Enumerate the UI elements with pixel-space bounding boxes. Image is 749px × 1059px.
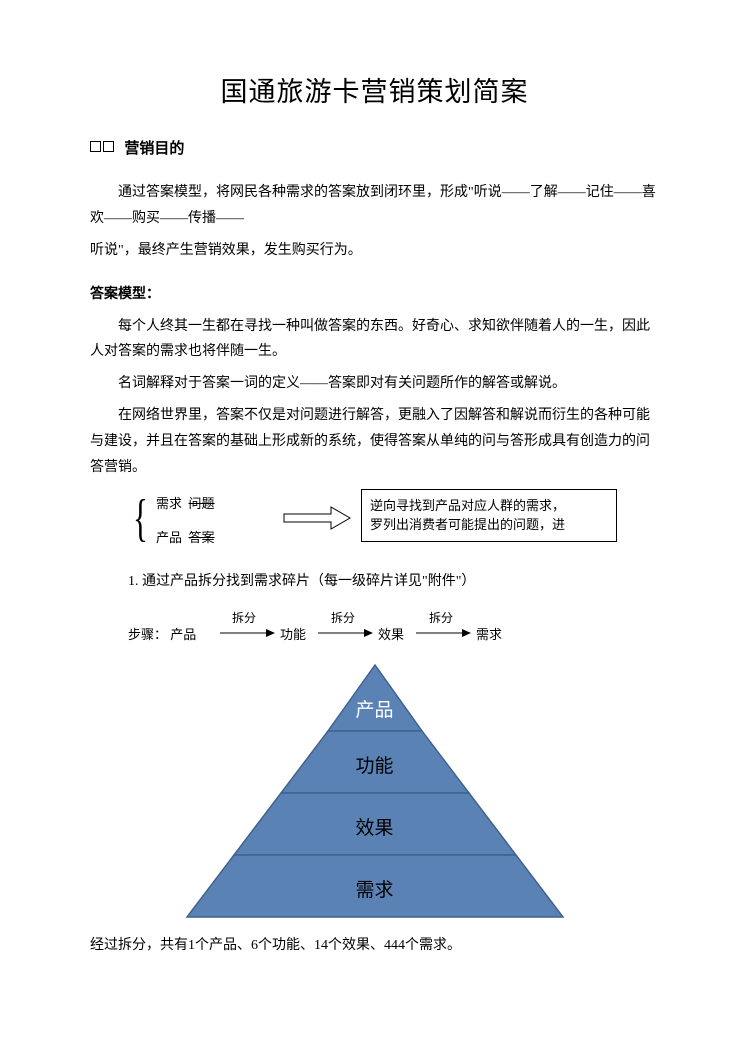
paragraph: 通过答案模型，将网民各种需求的答案放到闭环里，形成"听说——了解——记住——喜欢… bbox=[90, 180, 659, 232]
paragraph: 名词解释对于答案一词的定义——答案即对有关问题所作的解答或解说。 bbox=[90, 371, 659, 397]
paragraph: 每个人终其一生都在寻找一种叫做答案的东西。好奇心、求知欲伴随着人的一生，因此人对… bbox=[90, 314, 659, 366]
section-heading-purpose: 营销目的 bbox=[90, 137, 659, 158]
arrow-icon bbox=[318, 627, 374, 639]
block-arrow-icon bbox=[283, 505, 351, 531]
heading-text: 营销目的 bbox=[124, 140, 184, 157]
diagram-row: 产品 答案 bbox=[156, 527, 215, 546]
numbered-item: 1. 通过产品拆分找到需求碎片（每一级碎片详见"附件"） bbox=[128, 569, 659, 595]
footer-line: 经过拆分，共有1个产品、6个功能、14个效果、444个需求。 bbox=[90, 933, 659, 959]
pyramid-label: 产品 bbox=[185, 695, 565, 722]
diagram-row: 需求 问题 bbox=[156, 493, 215, 512]
checkbox-icon bbox=[103, 141, 114, 152]
arrow-icon bbox=[220, 627, 276, 639]
brace-icon: { bbox=[133, 493, 148, 545]
text-struck: 问题 bbox=[189, 496, 215, 511]
steps-label: 步骤： 产品 bbox=[128, 624, 196, 643]
step-node: 功能 bbox=[280, 624, 306, 643]
pyramid-label: 效果 bbox=[185, 813, 565, 840]
split-label: 拆分 bbox=[232, 609, 256, 626]
pyramid-label: 需求 bbox=[185, 875, 565, 902]
steps-flow: 步骤： 产品 拆分 功能 拆分 效果 拆分 需求 bbox=[128, 609, 659, 651]
need-product-diagram: { 需求 问题 产品 答案 逆向寻找到产品对应人群的需求， 罗列出消费者可能提出… bbox=[128, 487, 659, 559]
split-label: 拆分 bbox=[429, 609, 453, 626]
split-label: 拆分 bbox=[331, 609, 355, 626]
text: 逆向寻找到产品对应人群的需求， bbox=[370, 498, 565, 513]
pyramid-diagram: 产品 功能 效果 需求 bbox=[185, 661, 565, 921]
text: 需求 bbox=[156, 496, 182, 511]
document-page: 国通旅游卡营销策划简案 营销目的 通过答案模型，将网民各种需求的答案放到闭环里，… bbox=[0, 0, 749, 1059]
paragraph: 听说"，最终产生营销效果，发生购买行为。 bbox=[90, 238, 659, 264]
text: 产品 bbox=[156, 530, 182, 545]
section-heading-model: 答案模型： bbox=[90, 282, 659, 308]
arrow-icon bbox=[416, 627, 472, 639]
text: 罗列出消费者可能提出的问题，进 bbox=[370, 517, 565, 532]
explanation-box: 逆向寻找到产品对应人群的需求， 罗列出消费者可能提出的问题，进 bbox=[361, 489, 617, 542]
text-struck: 答案 bbox=[189, 530, 215, 545]
step-node: 需求 bbox=[476, 624, 502, 643]
paragraph: 在网络世界里，答案不仅是对问题进行解答，更融入了因解答和解说而衍生的各种可能与建… bbox=[90, 403, 659, 481]
checkbox-icon bbox=[90, 141, 101, 152]
title: 国通旅游卡营销策划简案 bbox=[90, 70, 659, 109]
step-node: 效果 bbox=[378, 624, 404, 643]
pyramid-label: 功能 bbox=[185, 751, 565, 778]
